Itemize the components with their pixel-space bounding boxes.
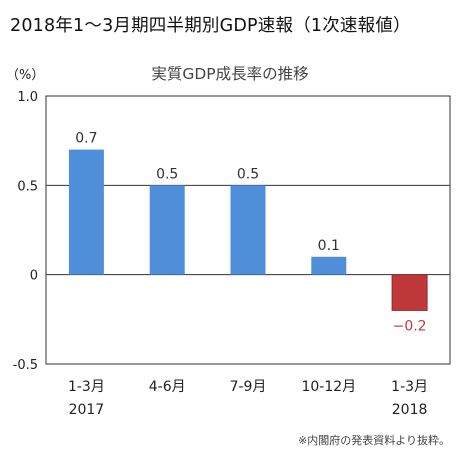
y-tick-label: 0 [30,269,38,284]
y-unit-label: （%） [6,68,44,83]
x-tick-label: 10-12月 [301,379,356,395]
bar-4 [311,256,347,275]
plot-frame [45,95,451,365]
y-tick-label: -0.5 [13,358,38,373]
y-tick-label: 1.0 [17,90,38,105]
x-tick-year-label: 2017 [69,402,105,418]
bar-5 [391,274,428,311]
data-label: 0.5 [156,166,178,182]
bar-1 [68,149,104,275]
bars-layer [68,149,428,311]
labels-layer: 1.0 0.5 0 -0.5 0.7 1-3月 2017 0.5 4-6月 0.5 7-9月 0.1 1… [13,90,428,418]
data-label: 0.7 [75,131,97,147]
x-tick-label: 1-3月 [391,379,428,395]
x-tick-year-label: 2018 [392,402,428,418]
data-label: 0.1 [318,238,340,254]
page-title: 2018年1～3月期四半期別GDP速報（1次速報値） [10,16,411,36]
y-tick-label: 0.5 [17,179,38,194]
bar-2 [149,185,185,275]
data-label: −0.2 [393,318,427,334]
bar-3 [230,185,266,275]
x-tick-label: 1-3月 [68,379,105,395]
x-tick-label: 4-6月 [149,379,186,395]
x-tick-label: 7-9月 [230,379,267,395]
source-note: ※内閣府の発表資料より抜粋。 [298,433,450,447]
chart-title: 実質GDP成長率の推移 [151,65,308,83]
data-label: 0.5 [237,166,259,182]
